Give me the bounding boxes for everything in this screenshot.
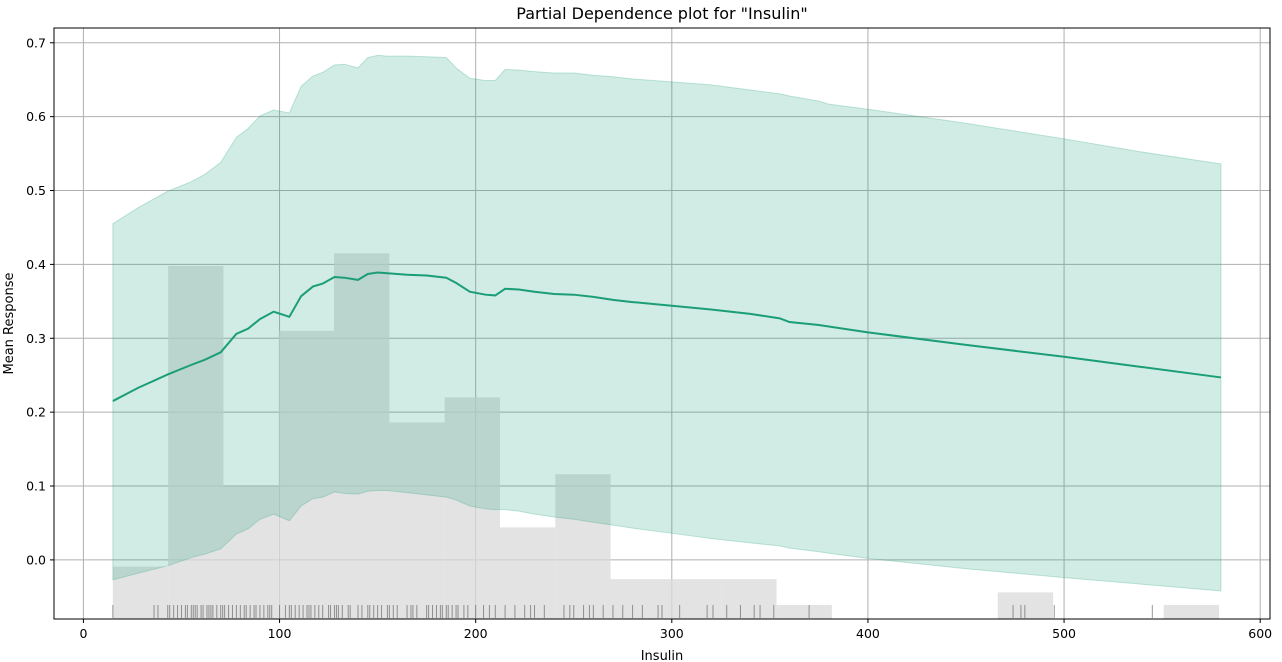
mean-response-line [112, 271, 1222, 402]
rug-plot [112, 605, 1153, 618]
histogram-bar [334, 253, 390, 619]
confidence-band [112, 54, 1222, 592]
x-tick-label: 400 [856, 626, 880, 641]
y-tick-label: 0.1 [26, 479, 46, 494]
histogram-bar [665, 579, 722, 619]
histogram [112, 253, 1220, 619]
y-tick-label: 0.3 [26, 331, 46, 346]
y-tick-label: 0.0 [26, 552, 46, 567]
plot-frame [53, 27, 1271, 620]
histogram-bar [112, 566, 169, 619]
y-tick-label: 0.2 [26, 405, 46, 420]
y-axis-ticks: 0.0 0.1 0.2 0.3 0.4 0.5 0.6 0.7 [26, 35, 54, 567]
mean-response-path [112, 271, 1222, 402]
x-axis-ticks: 0 100 200 300 400 500 600 [79, 619, 1272, 641]
histogram-bar [499, 527, 556, 619]
histogram-bar [1163, 604, 1220, 619]
y-tick-label: 0.4 [26, 257, 46, 272]
histogram-bar [997, 592, 1054, 619]
y-tick-label: 0.7 [26, 35, 46, 50]
x-tick-label: 0 [79, 626, 87, 641]
x-tick-label: 100 [268, 626, 292, 641]
x-tick-label: 300 [660, 626, 684, 641]
y-axis-label: Mean Response [2, 273, 17, 375]
x-tick-label: 500 [1052, 626, 1076, 641]
histogram-bar [389, 422, 445, 619]
x-axis-label: Insulin [641, 649, 684, 662]
histogram-bar [444, 397, 500, 619]
confidence-band-area [112, 54, 1222, 592]
chart-title: Partial Dependence plot for "Insulin" [516, 4, 807, 23]
histogram-bar [555, 474, 611, 619]
histogram-bar [168, 265, 224, 619]
x-tick-label: 200 [464, 626, 488, 641]
x-tick-label: 600 [1248, 626, 1272, 641]
histogram-bar [776, 604, 832, 619]
y-tick-label: 0.6 [26, 109, 46, 124]
histogram-bar [721, 579, 777, 619]
histogram-bar [610, 579, 666, 619]
histogram-bar [278, 330, 335, 619]
histogram-bar [223, 486, 279, 619]
y-tick-label: 0.5 [26, 183, 46, 198]
grid [54, 28, 1270, 619]
